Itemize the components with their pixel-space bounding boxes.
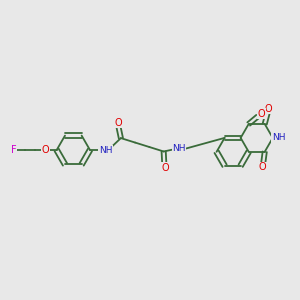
Text: F: F (11, 145, 17, 155)
Text: O: O (259, 162, 266, 172)
Text: O: O (114, 118, 122, 128)
Text: NH: NH (272, 134, 285, 142)
Text: O: O (265, 103, 272, 113)
Text: NH: NH (172, 144, 186, 153)
Text: NH: NH (99, 146, 112, 154)
Text: O: O (161, 163, 169, 173)
Text: O: O (258, 109, 266, 118)
Text: O: O (42, 145, 49, 155)
